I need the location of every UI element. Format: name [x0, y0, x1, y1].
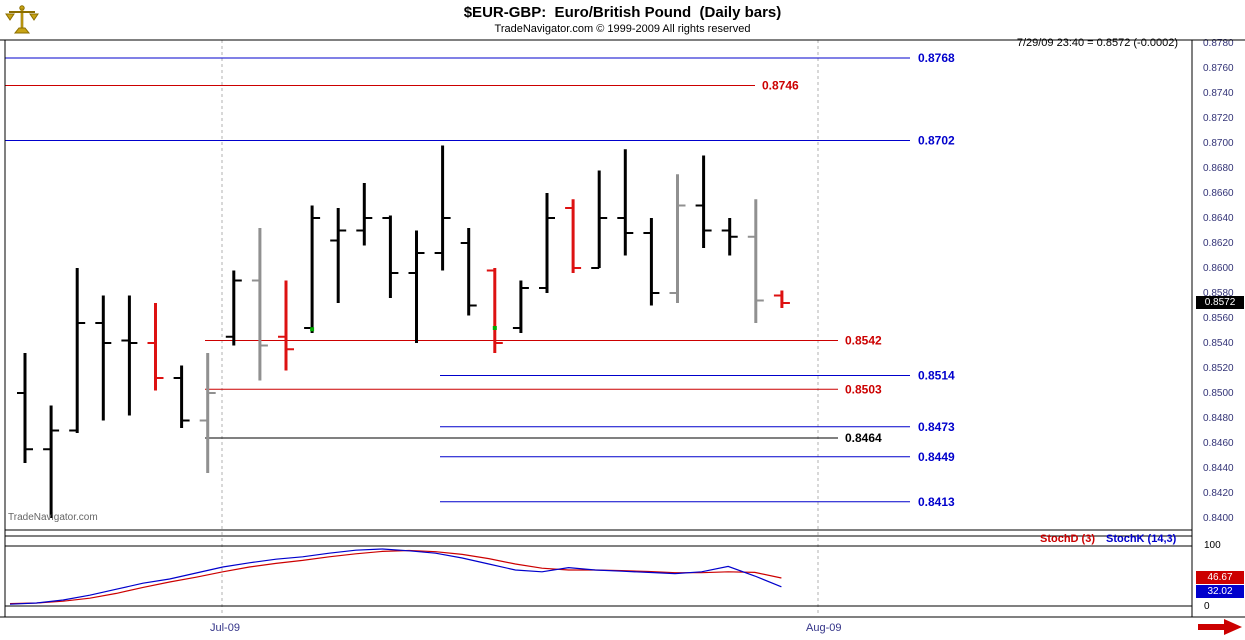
y-axis-tick: 0.8560	[1203, 313, 1234, 324]
y-axis-tick: 0.8780	[1203, 38, 1234, 49]
y-axis-tick: 0.8400	[1203, 513, 1234, 524]
signal-marker	[492, 326, 497, 330]
y-axis-tick: 0.8540	[1203, 338, 1234, 349]
y-axis-tick: 0.8480	[1203, 413, 1234, 424]
level-label: 0.8768	[918, 51, 955, 65]
last-quote-readout: 7/29/09 23:40 = 0.8572 (-0.0002)	[1016, 37, 1178, 49]
stoch-scale-100: 100	[1204, 540, 1221, 551]
y-axis-tick: 0.8700	[1203, 138, 1234, 149]
last-price-badge: 0.8572	[1196, 296, 1244, 309]
level-label: 0.8464	[845, 431, 882, 445]
y-axis-tick: 0.8640	[1203, 213, 1234, 224]
y-axis-tick: 0.8500	[1203, 388, 1234, 399]
y-axis-tick: 0.8440	[1203, 463, 1234, 474]
x-axis-label-aug: Aug-09	[806, 622, 842, 634]
tradenavigator-logo-icon	[4, 3, 40, 42]
y-axis-tick: 0.8420	[1203, 488, 1234, 499]
y-axis-tick: 0.8620	[1203, 238, 1234, 249]
stochd-curve	[9, 549, 782, 605]
level-label: 0.8514	[918, 369, 955, 383]
stochk-value-badge: 32.02	[1196, 585, 1244, 598]
level-label: 0.8413	[918, 495, 955, 509]
stoch-scale-0: 0	[1204, 601, 1210, 612]
scroll-right-arrow-icon[interactable]	[1198, 619, 1242, 635]
y-axis-tick: 0.8720	[1203, 113, 1234, 124]
level-label: 0.8473	[918, 420, 955, 434]
stochk-legend-label[interactable]: StochK (14,3)	[1106, 533, 1177, 545]
level-label: 0.8449	[918, 450, 955, 464]
y-axis-tick: 0.8740	[1203, 88, 1234, 99]
copyright-line: TradeNavigator.com © 1999-2009 All right…	[494, 23, 751, 35]
y-axis-tick: 0.8760	[1203, 63, 1234, 74]
level-label: 0.8702	[918, 134, 955, 148]
chart-watermark: TradeNavigator.com	[8, 512, 98, 523]
level-label: 0.8542	[845, 334, 882, 348]
stochd-legend-label[interactable]: StochD (3)	[1040, 533, 1095, 545]
level-label: 0.8503	[845, 382, 882, 396]
y-axis-tick: 0.8580	[1203, 288, 1234, 299]
x-axis-label-jul: Jul-09	[210, 622, 240, 634]
y-axis-tick: 0.8460	[1203, 438, 1234, 449]
chart-title: $EUR-GBP: Euro/British Pound (Daily bars…	[463, 4, 782, 21]
signal-marker	[310, 327, 315, 332]
stochd-value-badge: 46.67	[1196, 571, 1244, 584]
y-axis-tick: 0.8600	[1203, 263, 1234, 274]
y-axis-tick: 0.8660	[1203, 188, 1234, 199]
stochk-curve	[9, 548, 782, 605]
level-label: 0.8746	[762, 79, 799, 93]
y-axis-tick: 0.8520	[1203, 363, 1234, 374]
y-axis-tick: 0.8680	[1203, 163, 1234, 174]
